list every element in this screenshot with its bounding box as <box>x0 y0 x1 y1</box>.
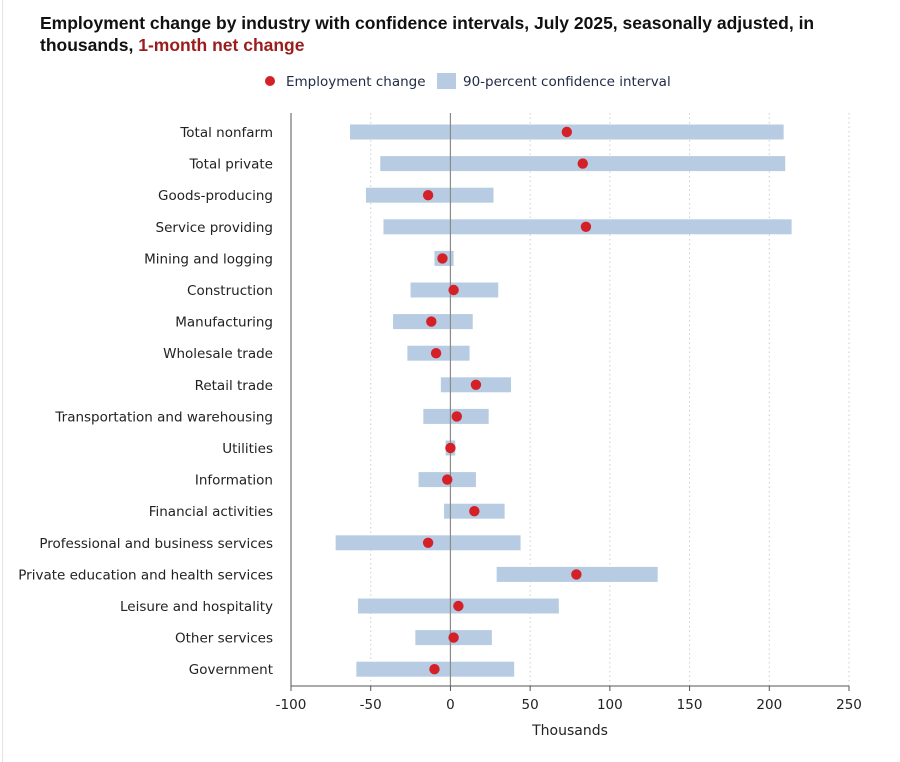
employment-point <box>426 316 437 327</box>
x-tick-label: -50 <box>360 697 382 713</box>
employment-point <box>453 600 464 612</box>
x-tick-label: 50 <box>522 697 539 713</box>
grid-lines <box>370 113 850 686</box>
employment-point <box>430 348 442 359</box>
category-labels: Total nonfarm Total private Goods-producin… <box>18 125 273 678</box>
category-label: Manufacturing <box>175 315 273 331</box>
employment-point <box>422 190 434 201</box>
legend-point-label: Employment change <box>286 74 426 90</box>
employment-points <box>422 126 592 675</box>
category-label: Government <box>189 662 273 678</box>
category-label: Utilities <box>222 441 273 457</box>
legend: Employment change 90-percent confidence … <box>265 73 671 90</box>
category-label: Wholesale trade <box>163 346 273 362</box>
x-tick-label: 0 <box>446 697 455 713</box>
page-left-border <box>2 0 3 762</box>
chart-title-highlight: 1-month net change <box>138 35 305 55</box>
employment-point <box>571 569 582 580</box>
employment-point <box>469 506 480 517</box>
chart-title: Employment change by industry with confi… <box>40 12 860 56</box>
legend-point-marker <box>265 76 275 86</box>
category-label: Retail trade <box>195 378 273 394</box>
x-tick-label: 200 <box>756 697 782 713</box>
category-label: Leisure and hospitality <box>120 599 273 615</box>
employment-point <box>422 537 434 548</box>
employment-point <box>580 221 592 232</box>
employment-point <box>442 474 453 485</box>
x-axis-title: Thousands <box>531 723 608 739</box>
category-label: Private education and health services <box>18 567 273 583</box>
employment-point <box>470 379 482 390</box>
employment-point <box>451 411 463 422</box>
confidence-intervals <box>335 124 792 677</box>
x-tick-label: -100 <box>276 697 307 713</box>
axes: -100 -50 0 50 100 150 200 250 <box>276 113 862 713</box>
employment-point <box>445 442 456 454</box>
employment-point <box>448 632 459 643</box>
x-tick-label: 150 <box>677 697 703 713</box>
employment-point <box>561 126 573 138</box>
legend-interval-swatch <box>437 73 456 89</box>
category-label: Transportation and warehousing <box>54 409 273 425</box>
category-label: Financial activities <box>149 504 273 520</box>
category-label: Service providing <box>156 220 273 236</box>
category-label: Construction <box>187 283 273 299</box>
chart-title-main: Employment change by industry with confi… <box>40 13 815 55</box>
legend-interval-label: 90-percent confidence interval <box>463 74 671 90</box>
x-tick-label: 100 <box>597 697 623 713</box>
category-label: Total private <box>188 157 273 173</box>
employment-point <box>577 158 588 169</box>
category-label: Total nonfarm <box>179 125 273 141</box>
category-label: Mining and logging <box>144 251 273 267</box>
category-label: Information <box>195 473 273 489</box>
category-label: Goods-producing <box>158 188 273 204</box>
category-label: Other services <box>175 631 273 647</box>
x-tick-label: 250 <box>836 697 862 713</box>
employment-point <box>437 253 448 264</box>
employment-point <box>448 284 459 296</box>
category-label: Professional and business services <box>39 536 273 552</box>
employment-point <box>429 664 440 675</box>
